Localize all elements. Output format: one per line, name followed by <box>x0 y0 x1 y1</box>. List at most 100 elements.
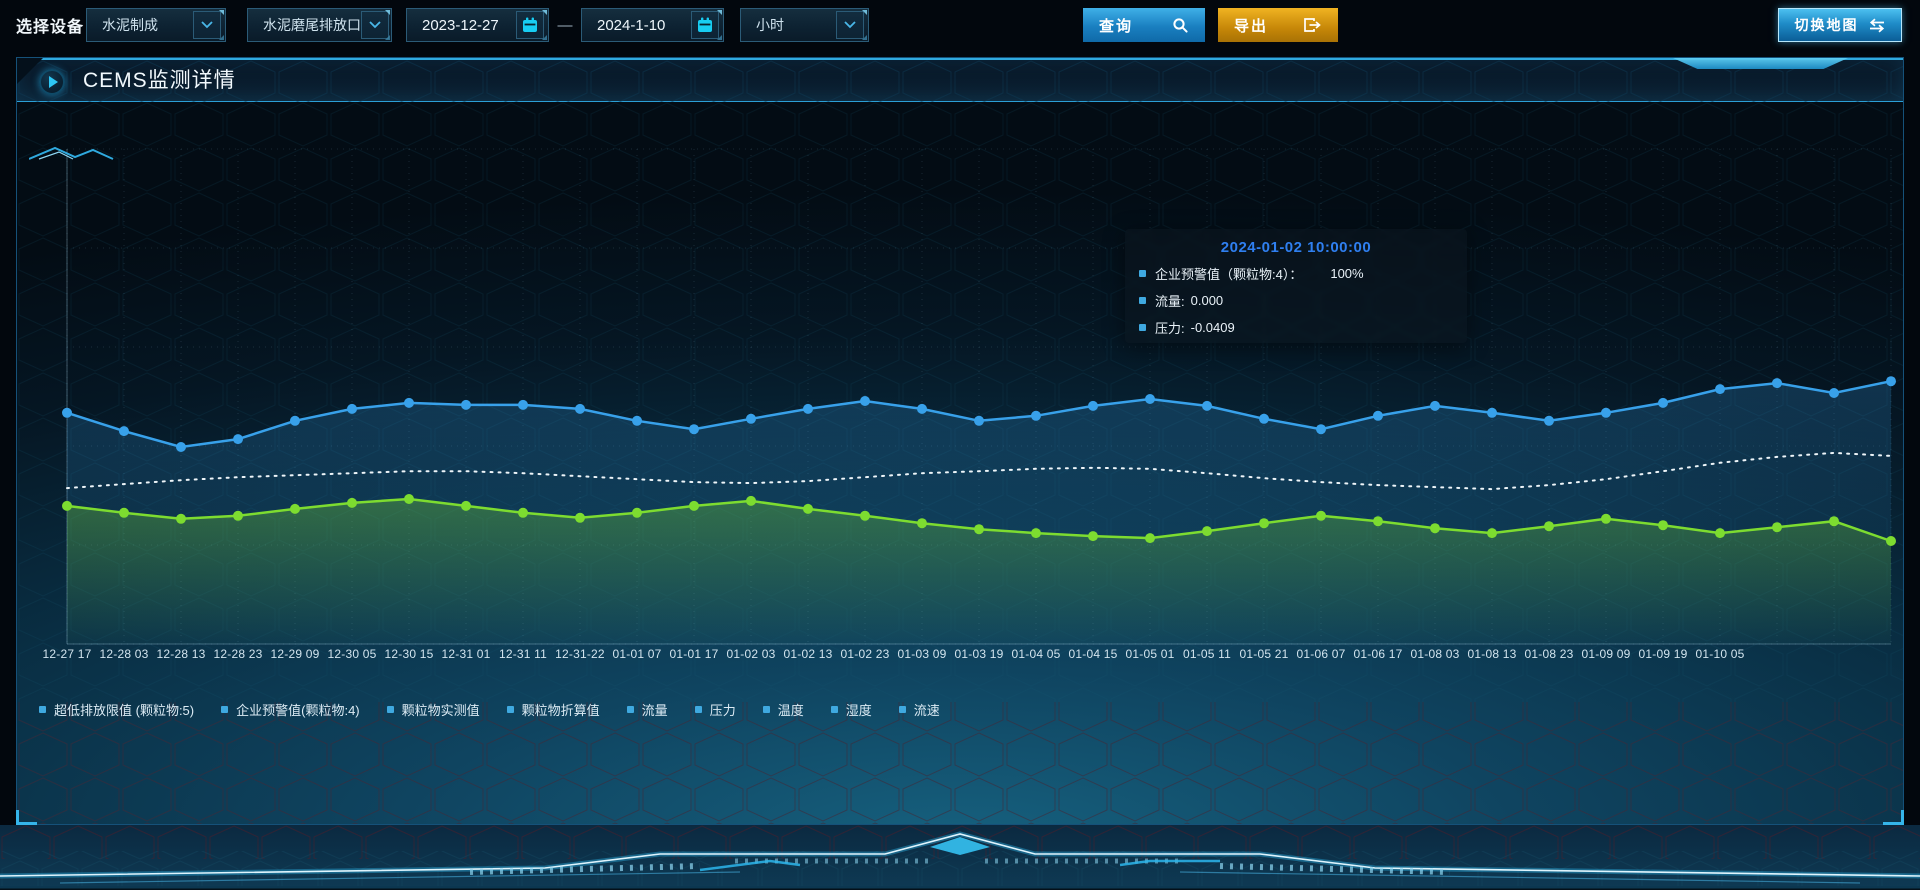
tooltip-row: 压力: -0.0409 <box>1139 318 1467 337</box>
panel-corner-bracket <box>16 810 37 825</box>
x-axis-label: 01-03 19 <box>954 647 1004 661</box>
legend-marker-icon <box>830 706 838 713</box>
swap-icon <box>1868 18 1886 33</box>
x-axis-label: 12-31-22 <box>555 647 605 661</box>
select-outlet-value: 水泥磨尾排放口 <box>263 17 361 33</box>
legend-item[interactable]: 颗粒物实测值 <box>386 700 480 719</box>
calendar-icon <box>516 11 544 39</box>
chevron-down-icon <box>836 11 864 39</box>
legend-label: 流量 <box>641 703 668 718</box>
x-axis-label: 01-09 09 <box>1581 647 1631 661</box>
panel-corner-bracket <box>1883 810 1904 825</box>
legend-item[interactable]: 压力 <box>694 700 736 719</box>
chevron-down-icon <box>361 11 389 39</box>
titlebar-notch-decoration <box>1673 58 1848 69</box>
tooltip-row-label: 流量: <box>1155 294 1185 309</box>
x-axis-label: 01-08 23 <box>1524 647 1574 661</box>
x-axis-label: 01-01 17 <box>669 647 719 661</box>
toolbar: 选择设备 水泥制成 水泥磨尾排放口 2023-12-27 — 2024-1-10 <box>0 8 1920 42</box>
export-button[interactable]: 导出 <box>1218 8 1338 42</box>
x-axis-label: 01-04 15 <box>1068 647 1118 661</box>
cems-panel: CEMS监测详情 12-27 17 12-28 03 12-28 13 12-28 2… <box>16 57 1904 825</box>
x-axis: 12-27 17 12-28 03 12-28 13 12-28 23 12-29 09… <box>17 647 1903 665</box>
x-axis-label: 01-01 07 <box>612 647 662 661</box>
x-axis-label: 01-02 23 <box>840 647 890 661</box>
tooltip-rows: 企业预警值（颗粒物:4）： 100% 流量: 0.000 压力: -0.0409 <box>1125 264 1467 337</box>
legend-label: 颗粒物折算值 <box>521 703 600 718</box>
x-axis-label: 01-04 05 <box>1011 647 1061 661</box>
x-axis-label: 12-29 09 <box>270 647 320 661</box>
device-select-label: 选择设备 <box>16 19 85 36</box>
tooltip-row: 流量: 0.000 <box>1139 291 1467 310</box>
x-axis-label: 12-28 23 <box>213 647 263 661</box>
x-axis-label: 01-06 17 <box>1353 647 1403 661</box>
search-icon <box>1172 17 1189 34</box>
legend-label: 超低排放限值 (颗粒物:5) <box>54 703 195 718</box>
legend-marker-icon <box>221 706 229 713</box>
x-axis-label: 01-08 03 <box>1410 647 1460 661</box>
legend-item[interactable]: 超低排放限值 (颗粒物:5) <box>39 700 194 719</box>
titlebar-hex-pattern <box>17 60 1903 102</box>
x-axis-label: 01-05 11 <box>1182 647 1232 661</box>
chart-tooltip: 2024-01-02 10:00:00 企业预警值（颗粒物:4）： 100% 流量:… <box>1125 229 1467 343</box>
legend-marker-icon <box>506 706 514 713</box>
x-axis-label: 12-31 11 <box>498 647 548 661</box>
chart-legend: 超低排放限值 (颗粒物:5) 企业预警值(颗粒物:4) 颗粒物实测值 颗粒物折算值 流量… <box>39 700 967 719</box>
legend-marker-icon <box>626 706 634 713</box>
select-interval-value: 小时 <box>756 17 784 33</box>
date-start-input[interactable]: 2023-12-27 <box>406 8 549 42</box>
legend-marker-icon <box>386 706 394 713</box>
tooltip-row-value: -0.0409 <box>1190 320 1235 335</box>
date-end-value: 2024-1-10 <box>597 16 666 34</box>
legend-marker-icon <box>39 706 46 713</box>
tooltip-series-marker-icon <box>1139 270 1146 277</box>
x-axis-label: 12-31 01 <box>441 647 491 661</box>
tooltip-row-value: 0.000 <box>1190 293 1224 308</box>
x-axis-label: 01-02 13 <box>783 647 833 661</box>
export-button-label: 导出 <box>1234 17 1269 35</box>
chart-area: 12-27 17 12-28 03 12-28 13 12-28 23 12-29 09… <box>17 102 1903 824</box>
x-axis-label: 12-28 13 <box>156 647 206 661</box>
tooltip-row-value: 100% <box>1330 266 1364 281</box>
panel-title-bar: CEMS监测详情 <box>17 58 1903 102</box>
legend-item[interactable]: 企业预警值(颗粒物:4) <box>221 700 360 719</box>
legend-marker-icon <box>762 706 770 713</box>
select-production-line[interactable]: 水泥制成 <box>86 8 226 42</box>
select-outlet[interactable]: 水泥磨尾排放口 <box>247 8 392 42</box>
footer-decoration <box>0 825 1920 890</box>
line-chart[interactable] <box>17 102 1903 662</box>
query-button[interactable]: 查询 <box>1083 8 1205 42</box>
legend-label: 颗粒物实测值 <box>401 703 480 718</box>
chevron-down-icon <box>193 11 221 39</box>
x-axis-label: 12-30 05 <box>327 647 377 661</box>
x-axis-label: 12-27 17 <box>42 647 92 661</box>
x-axis-label: 01-03 09 <box>897 647 947 661</box>
select-production-line-value: 水泥制成 <box>102 17 158 33</box>
x-axis-label: 01-05 21 <box>1239 647 1289 661</box>
export-icon <box>1303 17 1322 33</box>
calendar-icon <box>691 11 719 39</box>
query-button-label: 查询 <box>1099 17 1134 35</box>
legend-item[interactable]: 流速 <box>898 700 940 719</box>
legend-item[interactable]: 流量 <box>626 700 668 719</box>
date-start-value: 2023-12-27 <box>422 16 499 34</box>
play-icon[interactable] <box>39 69 65 95</box>
legend-label: 温度 <box>777 703 804 718</box>
x-axis-label: 01-05 01 <box>1125 647 1175 661</box>
tooltip-row-label: 企业预警值（颗粒物:4）： <box>1155 267 1303 282</box>
x-axis-label: 12-28 03 <box>99 647 149 661</box>
legend-label: 企业预警值(颗粒物:4) <box>236 703 360 718</box>
date-end-input[interactable]: 2024-1-10 <box>581 8 724 42</box>
legend-label: 湿度 <box>845 703 872 718</box>
switch-map-button[interactable]: 切换地图 <box>1778 8 1902 42</box>
legend-item[interactable]: 湿度 <box>830 700 872 719</box>
select-interval[interactable]: 小时 <box>740 8 869 42</box>
legend-item[interactable]: 颗粒物折算值 <box>506 700 600 719</box>
legend-label: 压力 <box>709 703 736 718</box>
tooltip-timestamp: 2024-01-02 10:00:00 <box>1220 239 1372 256</box>
legend-item[interactable]: 温度 <box>762 700 804 719</box>
x-axis-label: 01-02 03 <box>726 647 776 661</box>
titlebar-zigzag-decoration <box>29 146 114 160</box>
x-axis-label: 01-09 19 <box>1638 647 1688 661</box>
switch-map-label: 切换地图 <box>1794 17 1859 33</box>
